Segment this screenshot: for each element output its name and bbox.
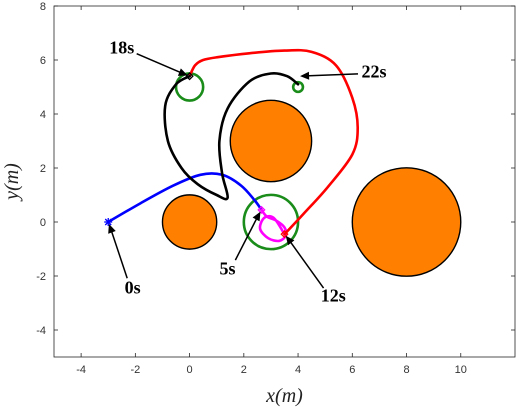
annotation-arrow-head — [108, 223, 116, 234]
obstacle-1 — [161, 194, 218, 250]
markers-layer — [104, 72, 289, 239]
annotation-arrow-head — [285, 235, 295, 246]
annotation-label: 12s — [321, 286, 346, 306]
plot-frame — [53, 5, 516, 358]
annotation-label: 22s — [361, 62, 386, 82]
x-tick-label: 2 — [241, 364, 247, 376]
annotation-arrow-shaft — [288, 240, 325, 289]
diamond-marker-2 — [257, 205, 266, 214]
y-tick-label: 8 — [40, 1, 46, 13]
y-tick-label: 6 — [40, 55, 46, 67]
star-stroke-4 — [104, 218, 112, 226]
annotation-arrow-shaft — [306, 73, 359, 77]
annotations-layer: 0s 5s 12s 18s 22s — [108, 37, 386, 306]
y-tick-label: 0 — [40, 217, 46, 229]
trajectory-segment-2 — [258, 208, 288, 243]
x-axis-label: x(m) — [265, 385, 303, 407]
annotation-arrow-head — [177, 68, 188, 76]
goal-circle-3 — [291, 80, 305, 94]
annotation-0s: 0s — [108, 223, 141, 298]
y-tick-label: 4 — [40, 109, 46, 121]
x-tick-label: -4 — [76, 364, 86, 376]
obstacles-layer — [161, 99, 462, 277]
annotation-arrow-head — [252, 211, 261, 222]
x-tick-label: 4 — [295, 364, 301, 376]
diamond-marker-3 — [280, 230, 289, 239]
y-axis-label: y(m) — [1, 163, 23, 202]
annotation-arrow-shaft — [234, 216, 259, 261]
annotation-18s: 18s — [109, 37, 188, 76]
annotation-label: 0s — [125, 278, 141, 298]
obstacle-3 — [351, 167, 462, 277]
x-tick-label: 6 — [349, 364, 355, 376]
trajectory-segment-4 — [163, 71, 300, 201]
trajectory-segment-3 — [188, 48, 359, 236]
annotation-22s: 22s — [300, 62, 386, 82]
start-star-marker — [104, 218, 113, 226]
trajectory-segment-1 — [106, 172, 263, 224]
y-tick-label: 2 — [40, 163, 46, 175]
obstacle-2 — [229, 99, 313, 183]
annotation-arrow-head — [300, 71, 310, 80]
x-tick-label: 8 — [403, 364, 409, 376]
y-tick-label: -2 — [36, 271, 46, 283]
annotation-arrow-shaft — [110, 229, 128, 279]
annotation-5s: 5s — [220, 211, 261, 279]
annotation-arrow-shaft — [136, 52, 183, 74]
goal-circle-1 — [242, 193, 300, 251]
annotation-label: 5s — [220, 259, 236, 279]
ticks-layer: -4 -2 0 2 4 6 8 10 -4 -2 0 2 4 6 8 — [36, 1, 515, 376]
x-tick-label: 10 — [455, 364, 467, 376]
diamond-marker-4 — [185, 72, 194, 81]
x-tick-label: 0 — [187, 364, 193, 376]
series-layer — [106, 48, 359, 243]
annotation-label: 18s — [109, 37, 134, 57]
annotation-12s: 12s — [285, 235, 346, 306]
x-tick-label: -2 — [130, 364, 140, 376]
y-tick-label: -4 — [36, 325, 46, 337]
